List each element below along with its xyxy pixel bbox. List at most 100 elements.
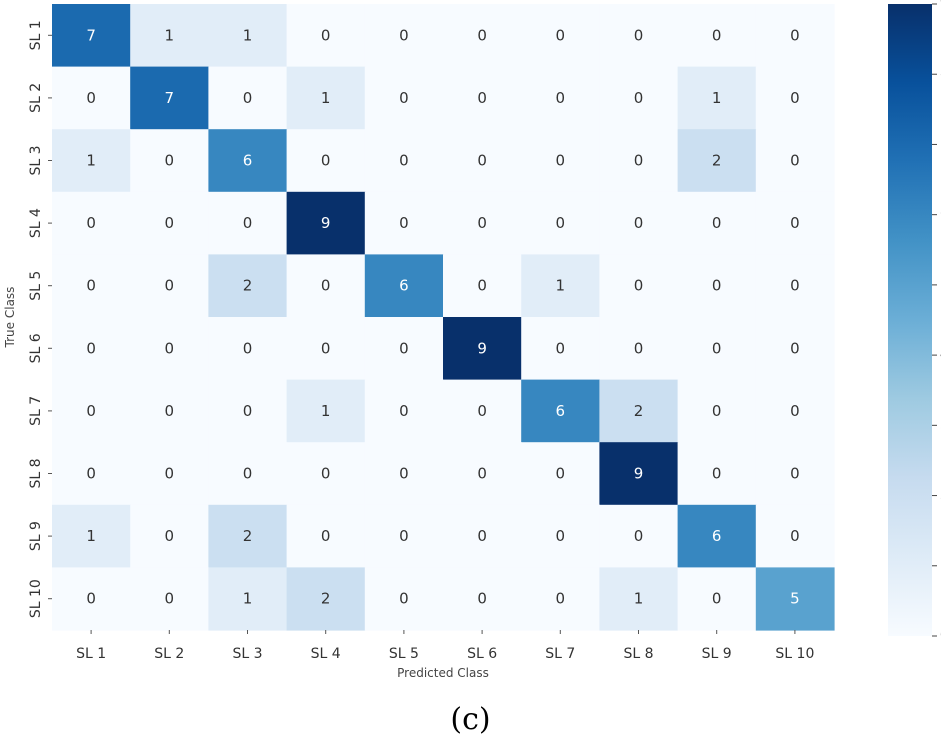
heatmap-cell [677, 4, 757, 68]
heatmap-cell [364, 191, 444, 255]
cell-value-label: 6 [243, 152, 253, 170]
heatmap-cell [599, 567, 679, 631]
cell-value-label: 0 [243, 214, 253, 232]
heatmap-cell [521, 191, 600, 255]
cell-value-label: 9 [321, 214, 331, 232]
heatmap-cell [52, 567, 131, 631]
heatmap-cell [521, 254, 600, 318]
cell-value-label: 1 [86, 527, 96, 545]
heatmap-cell [130, 191, 209, 255]
cell-value-label: 0 [790, 26, 800, 44]
heatmap-cell [521, 442, 600, 506]
cell-value-label: 0 [165, 214, 175, 232]
cell-value-label: 0 [243, 339, 253, 357]
heatmap-cell [208, 317, 288, 381]
y-tick-label: SL 9 [28, 521, 44, 551]
cell-value-label: 0 [86, 214, 96, 232]
heatmap-cell [755, 254, 835, 318]
figure-caption: (c) [450, 702, 491, 737]
x-tick-labels: SL 1 SL 2 SL 3 SL 4 SL 5 SL 6 SL 7 SL 8 SL 9 SL 1… [76, 630, 814, 662]
cell-value-label: 0 [477, 527, 487, 545]
heatmap-cell [677, 66, 757, 130]
heatmap-cell [599, 66, 679, 130]
cell-value-label: 0 [165, 527, 175, 545]
cell-value-label: 0 [165, 590, 175, 608]
cell-value-label: 0 [321, 465, 331, 483]
heatmap-cell [443, 442, 522, 506]
y-tick-label: SL 2 [28, 83, 44, 113]
cell-value-label: 0 [86, 402, 96, 420]
cell-value-label: 7 [86, 26, 96, 44]
heatmap-cell [443, 129, 522, 193]
cell-value-label: 0 [165, 277, 175, 295]
cell-value-label: 0 [86, 590, 96, 608]
heatmap-cell [521, 66, 600, 130]
x-tick-label: SL 3 [232, 646, 262, 662]
heatmap-cell [208, 567, 288, 631]
heatmap-cell [52, 129, 131, 193]
cell-value-label: 0 [634, 26, 644, 44]
x-tick-label: SL 4 [311, 646, 341, 662]
cell-value-label: 0 [165, 465, 175, 483]
heatmap-cell [677, 379, 757, 443]
cell-value-label: 0 [556, 26, 566, 44]
cell-value-label: 0 [165, 339, 175, 357]
cell-value-label: 5 [790, 590, 800, 608]
heatmap-cell [130, 442, 209, 506]
cell-value-label: 0 [399, 527, 409, 545]
heatmap-cell [677, 254, 757, 318]
cell-value-label: 1 [712, 89, 722, 107]
heatmap-cell [677, 317, 757, 381]
cell-value-label: 0 [477, 26, 487, 44]
cell-value-label: 0 [790, 89, 800, 107]
cell-value-label: 1 [243, 590, 253, 608]
y-tick-label: SL 8 [28, 458, 44, 488]
heatmap-cell [443, 4, 522, 68]
heatmap-cell [599, 442, 679, 506]
heatmap-cell [755, 567, 835, 631]
cell-value-label: 2 [243, 527, 253, 545]
heatmap-cell [443, 379, 522, 443]
heatmap-cell [677, 567, 757, 631]
cell-value-label: 1 [556, 277, 566, 295]
y-axis-title: True Class [3, 287, 17, 349]
heatmap-cell [208, 379, 288, 443]
cell-value-label: 0 [243, 402, 253, 420]
cell-value-label: 0 [86, 277, 96, 295]
colorbar [888, 4, 932, 636]
heatmap-cell [521, 4, 600, 68]
heatmap-cell [599, 317, 679, 381]
heatmap-cell [52, 254, 131, 318]
heatmap-cell [755, 379, 835, 443]
heatmap-cell [443, 254, 522, 318]
y-tick-label: SL 7 [28, 396, 44, 426]
cell-value-label: 0 [790, 402, 800, 420]
heatmap-cell [130, 504, 209, 568]
heatmap-cell [286, 4, 366, 68]
cell-value-label: 0 [321, 26, 331, 44]
heatmap-cell [677, 504, 757, 568]
heatmap-cell [364, 254, 444, 318]
heatmap-cell [208, 129, 288, 193]
cell-value-label: 0 [399, 465, 409, 483]
heatmap-cell [755, 129, 835, 193]
cell-value-label: 2 [321, 590, 331, 608]
cell-value-label: 0 [399, 152, 409, 170]
heatmap-cell [52, 191, 131, 255]
heatmap-cell [208, 191, 288, 255]
cell-value-label: 0 [165, 152, 175, 170]
heatmap-cell [364, 567, 444, 631]
heatmap-cell [364, 129, 444, 193]
cell-value-label: 0 [712, 590, 722, 608]
x-tick-label: SL 8 [623, 646, 653, 662]
cell-value-label: 0 [556, 214, 566, 232]
cell-value-label: 0 [634, 527, 644, 545]
cell-value-label: 0 [243, 465, 253, 483]
cell-value-label: 1 [321, 402, 331, 420]
y-tick-label: SL 1 [28, 20, 44, 50]
cell-value-label: 0 [165, 402, 175, 420]
heatmap-cell [599, 379, 679, 443]
cell-value-label: 0 [790, 277, 800, 295]
x-tick-label: SL 5 [389, 646, 419, 662]
